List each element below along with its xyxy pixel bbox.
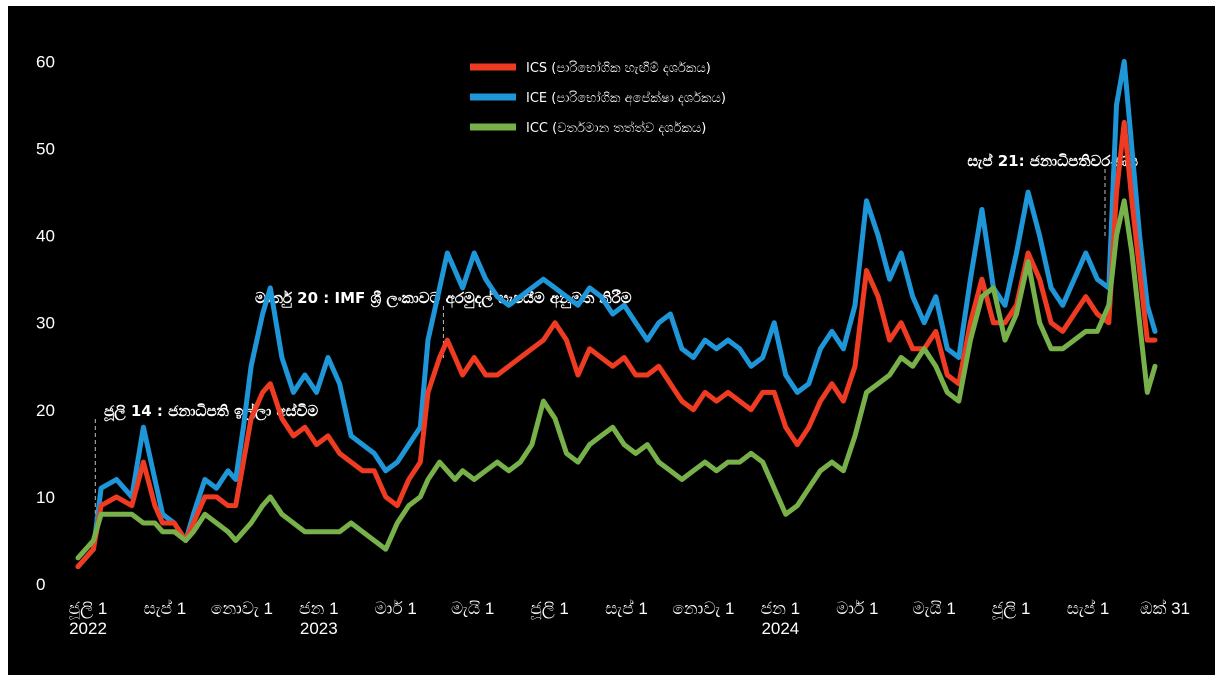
x-tick-label: ජූලි 1: [992, 599, 1031, 619]
x-tick-label: ඔක් 31: [1140, 599, 1190, 618]
chart-frame: 0 10 20 30 40 50 60 ජූලි 1 2022 සැප් 1 නොවැ 1 ජන 1…: [8, 6, 1215, 675]
y-tick-label: 0: [36, 575, 45, 594]
x-tick-year-label: 2023: [300, 619, 338, 638]
annotation-label: ජූලි 14 : ජනාධිපති ඉල්ලා අස්වීම: [104, 402, 318, 422]
series-line-icc: [75, 198, 1158, 561]
y-tick-label: 60: [36, 52, 55, 71]
x-tick-label: ජූලි 1: [69, 599, 108, 619]
series-line-ice: [75, 58, 1158, 570]
x-tick-label: මැයි 1: [451, 599, 494, 618]
x-tick-year-label: 2022: [69, 619, 107, 638]
x-tick-label: මාර් 1: [836, 599, 878, 618]
x-tick-year-label: 2024: [761, 619, 799, 638]
series-line-ics: [75, 119, 1158, 570]
legend-entry: ICC (වර්තමාන තත්ත්ව දර්ශකය): [526, 120, 706, 136]
y-tick-label: 20: [36, 401, 55, 420]
x-tick-label: සැප් 1: [1067, 599, 1110, 618]
x-tick-label: සැප් 1: [144, 599, 187, 618]
y-tick-label: 10: [36, 488, 55, 507]
legend-entry: ICE (පාරිභෝගික අපේක්ෂා දර්ශකය): [526, 90, 726, 106]
legend-entry: ICS (පාරිභෝගික හැඟීම් දර්ශකය): [526, 60, 711, 76]
x-tick-label: මැයි 1: [913, 599, 956, 618]
x-tick-label: නොවැ 1: [211, 599, 273, 618]
x-tick-label: සැප් 1: [605, 599, 648, 618]
y-tick-label: 50: [36, 140, 55, 159]
x-tick-label: ජූලි 1: [530, 599, 569, 619]
y-tick-label: 40: [36, 227, 55, 246]
x-tick-label: ජන 1: [761, 599, 801, 618]
annotation-label: සැප් 21: ජනාධිපතිවරණය: [967, 152, 1138, 170]
annotation-label: මාර්තු 20 : IMF ශ්‍රී ලංකාවට අරමුදල් සැප…: [255, 289, 632, 309]
x-tick-label: ජන 1: [299, 599, 339, 618]
x-tick-label: නොවැ 1: [672, 599, 734, 618]
x-tick-label: මාර් 1: [375, 599, 417, 618]
y-tick-label: 30: [36, 314, 55, 333]
